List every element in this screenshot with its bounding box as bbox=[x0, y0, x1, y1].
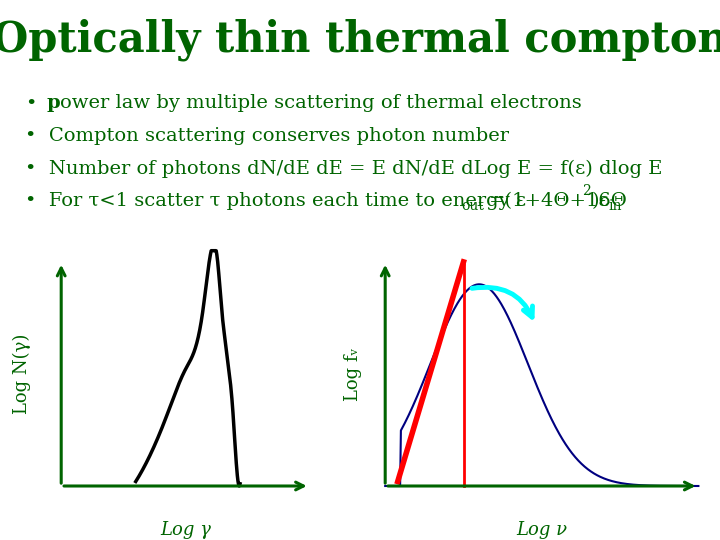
Text: Log γ: Log γ bbox=[160, 521, 211, 539]
Text: Log ν: Log ν bbox=[516, 521, 567, 539]
Text: =(1+4Θ+16Θ: =(1+4Θ+16Θ bbox=[489, 192, 628, 210]
Text: p: p bbox=[47, 94, 60, 112]
Text: •  For τ<1 scatter τ photons each time to energy ε: • For τ<1 scatter τ photons each time to… bbox=[25, 192, 526, 210]
Text: Log N(γ): Log N(γ) bbox=[12, 334, 31, 414]
Text: •  Compton scattering conserves photon number: • Compton scattering conserves photon nu… bbox=[25, 127, 509, 145]
Text: •  Number of photons dN/dE dE = E dN/dE dLog E = f(ε) dlog E: • Number of photons dN/dE dE = E dN/dE d… bbox=[25, 159, 662, 178]
Text: )ε: )ε bbox=[592, 192, 609, 210]
Text: Log fᵥ: Log fᵥ bbox=[344, 347, 362, 401]
Text: Optically thin thermal compton: Optically thin thermal compton bbox=[0, 19, 720, 62]
Text: ower law by multiple scattering of thermal electrons: ower law by multiple scattering of therm… bbox=[60, 94, 582, 112]
Text: 2: 2 bbox=[582, 184, 590, 198]
Text: out: out bbox=[462, 199, 485, 213]
Text: in: in bbox=[608, 199, 622, 213]
Text: •: • bbox=[25, 94, 37, 112]
